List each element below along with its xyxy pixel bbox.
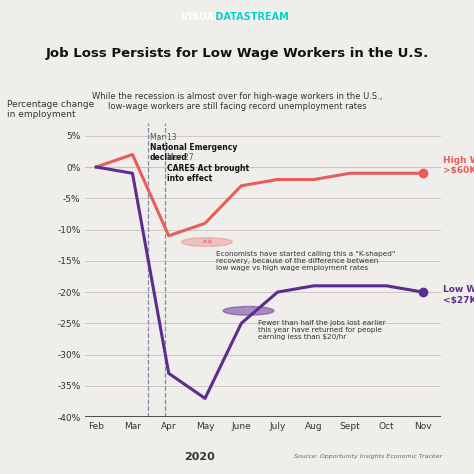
- Text: Mar 13: Mar 13: [150, 133, 176, 152]
- Text: ⊟: ⊟: [245, 306, 253, 316]
- Text: While the recession is almost over for high-wage workers in the U.S.,
low-wage w: While the recession is almost over for h…: [92, 92, 382, 111]
- Text: Low Wage
<$27K a year: Low Wage <$27K a year: [443, 285, 474, 305]
- Text: Job Loss Persists for Low Wage Workers in the U.S.: Job Loss Persists for Low Wage Workers i…: [46, 47, 428, 60]
- Text: Percentage change
in employment: Percentage change in employment: [7, 100, 94, 119]
- Text: 2020: 2020: [184, 452, 214, 462]
- Text: Economists have started calling this a "K-shaped"
recovery, because of the diffe: Economists have started calling this a "…: [216, 251, 395, 272]
- Text: Mar 27: Mar 27: [167, 153, 193, 173]
- Circle shape: [182, 237, 232, 246]
- Circle shape: [223, 307, 274, 315]
- Text: High Wage
>$60K a year: High Wage >$60K a year: [443, 156, 474, 175]
- Text: DATASTREAM: DATASTREAM: [185, 11, 289, 22]
- Text: Source: Opportunity Insights Economic Tracker: Source: Opportunity Insights Economic Tr…: [294, 455, 442, 459]
- Text: VISUAL CAPITALIST: VISUAL CAPITALIST: [181, 11, 293, 22]
- Text: ✕✕: ✕✕: [201, 239, 213, 245]
- Text: National Emergency
declared: National Emergency declared: [150, 133, 237, 163]
- Text: Fewer than half the jobs lost earlier
this year have returned for people
earning: Fewer than half the jobs lost earlier th…: [258, 320, 385, 340]
- Text: CARES Act brought
into effect: CARES Act brought into effect: [167, 153, 249, 183]
